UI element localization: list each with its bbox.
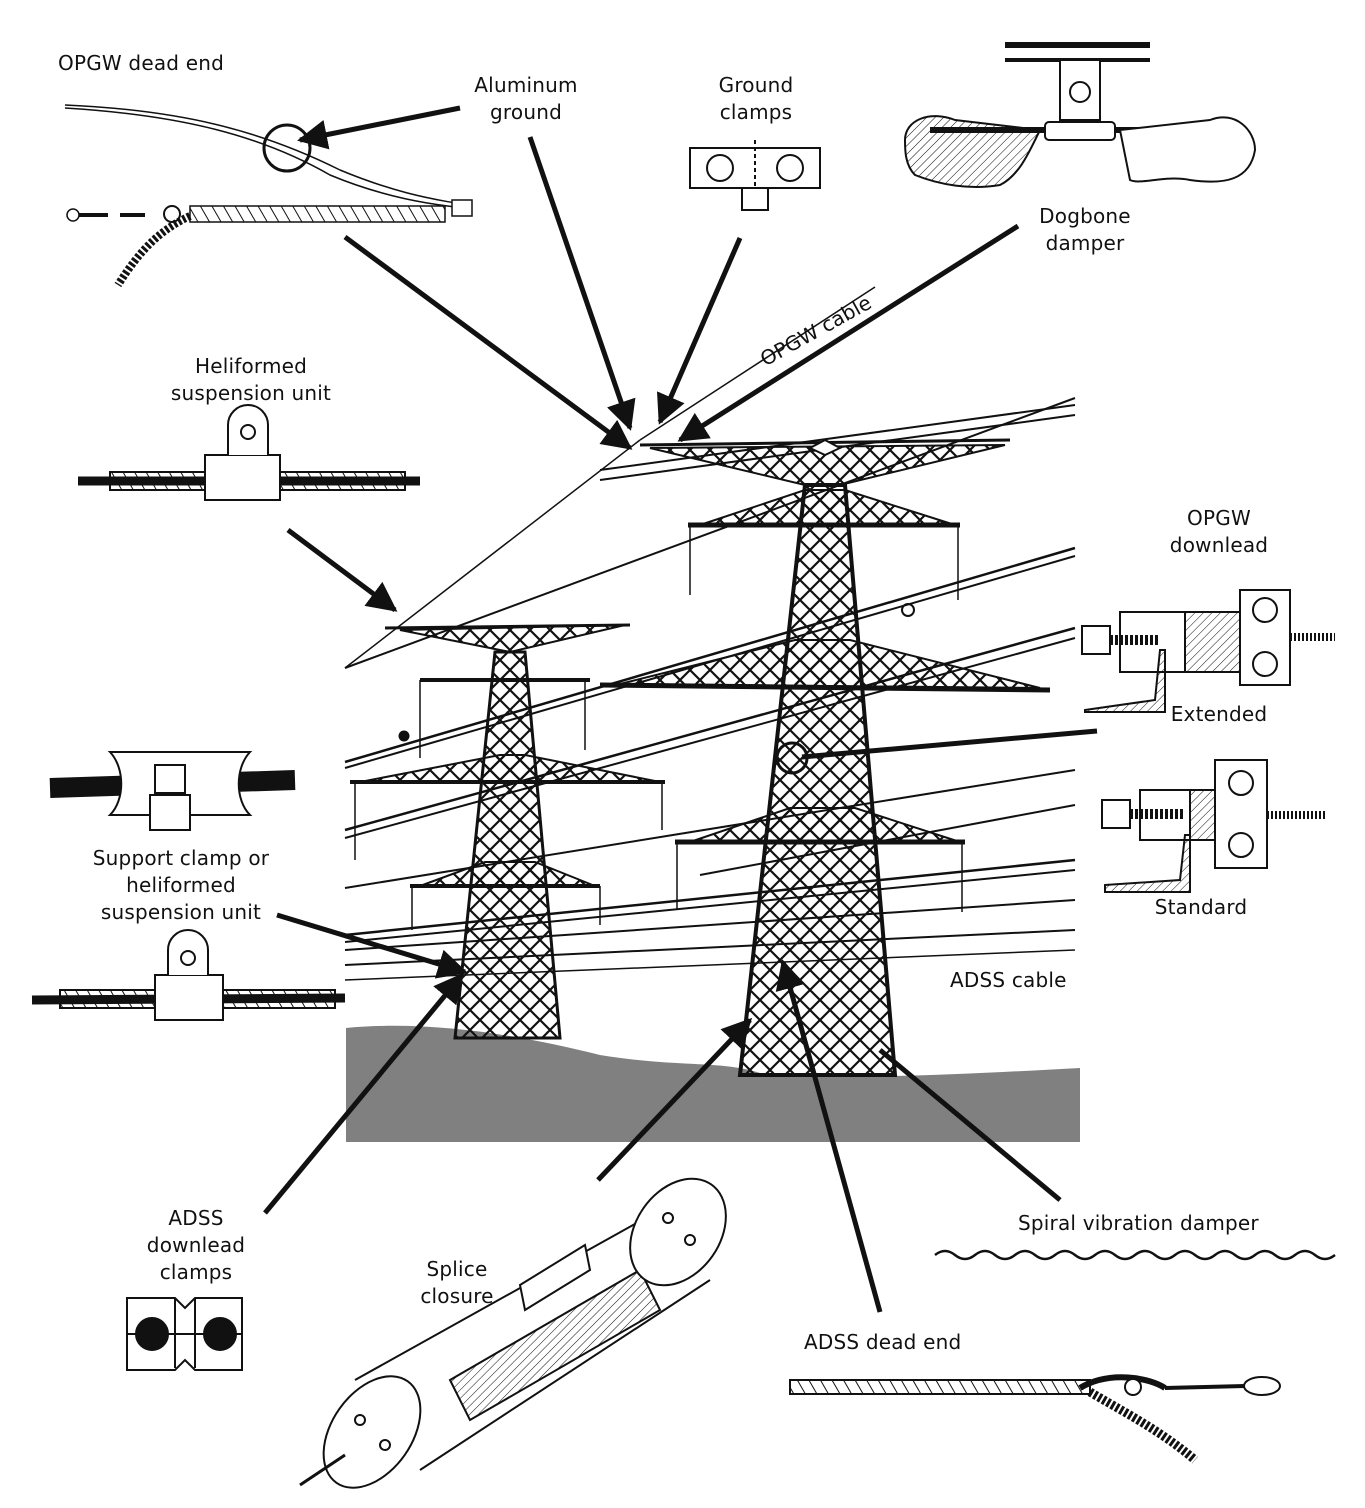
label-support-clamp: Support clamp or heliformed suspension u… (92, 846, 270, 924)
label-extended: Extended (1170, 702, 1268, 726)
tower-front (398, 438, 1051, 1077)
label-dogbone-damper: Dogbone damper (1039, 204, 1131, 255)
ground-area (346, 1025, 1080, 1142)
label-splice-closure: Splice closure (420, 1257, 494, 1308)
dogbone-damper-illustration (903, 42, 1257, 188)
label-ground-clamps: Ground clamps (718, 73, 794, 124)
adss-downlead-clamps-illustration (126, 1297, 243, 1371)
adss-dead-end-illustration (789, 1374, 1281, 1464)
label-adss-dead-end: ADSS dead end (804, 1330, 962, 1354)
label-adss-cable: ADSS cable (950, 968, 1067, 992)
label-standard: Standard (1154, 895, 1248, 919)
opgw-dead-end-illustration (64, 104, 473, 288)
label-spiral-vibration-damper: Spiral vibration damper (1018, 1211, 1259, 1235)
heliformed-suspension-lower-illustration (31, 929, 346, 1021)
leader-arrows (263, 105, 1098, 1313)
ground-clamps-illustration (689, 140, 821, 211)
label-aluminum-ground: Aluminum ground (474, 73, 578, 124)
label-adss-downlead-clamps: ADSS downlead clamps (146, 1206, 246, 1284)
label-opgw-dead-end: OPGW dead end (58, 51, 225, 75)
spiral-vibration-damper-illustration (934, 1249, 1336, 1261)
label-heliformed-suspension-unit: Heliformed suspension unit (170, 354, 332, 405)
tower-back (350, 623, 665, 1040)
support-clamp-illustration (49, 751, 296, 831)
label-opgw-downlead: OPGW downlead (1169, 506, 1269, 557)
splice-closure-illustration (299, 1177, 727, 1489)
opgw-downlead-standard-illustration (1101, 759, 1325, 893)
opgw-downlead-extended-illustration (1081, 589, 1335, 713)
heliformed-suspension-top-illustration (78, 404, 420, 501)
